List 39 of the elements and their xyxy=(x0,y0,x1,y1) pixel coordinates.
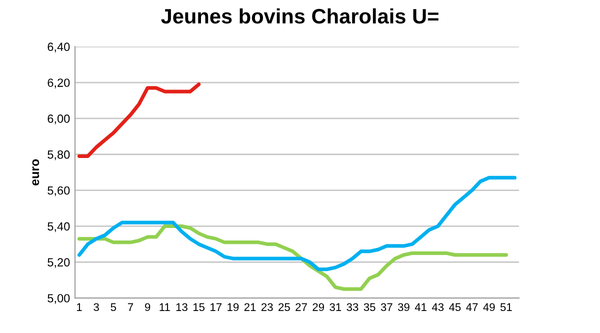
x-tick-label: 23 xyxy=(261,303,273,312)
x-tick-label: 47 xyxy=(466,303,478,311)
x-tick-label: 5 xyxy=(110,303,116,312)
y-tick-label: 5,40 xyxy=(48,222,70,232)
y-tick-label: 6,40 xyxy=(48,42,70,52)
x-tick-label: 31 xyxy=(330,303,342,312)
x-tick-label: 21 xyxy=(244,303,256,311)
y-tick-label: 5,20 xyxy=(48,258,70,268)
chart-title: Jeunes bovins Charolais U= xyxy=(161,8,438,24)
x-tick-label: 19 xyxy=(228,303,239,312)
x-tick-label: 39 xyxy=(398,303,410,312)
x-tick-label: 43 xyxy=(432,303,444,312)
x-tick-label: 51 xyxy=(500,303,512,312)
x-tick-label: 49 xyxy=(483,303,495,312)
x-tick-label: 29 xyxy=(312,303,324,312)
y-axis-title: euro xyxy=(32,159,40,186)
x-tick-label: 1 xyxy=(77,303,82,311)
x-tick-label: 25 xyxy=(278,303,290,312)
line-series xyxy=(77,176,517,272)
x-tick-label: 33 xyxy=(346,303,358,312)
x-tick-label: 27 xyxy=(296,303,307,311)
x-tick-label: 11 xyxy=(160,303,170,311)
x-tick-label: 37 xyxy=(380,303,392,312)
y-tick-label: 6,20 xyxy=(48,78,70,88)
x-tick-label: 9 xyxy=(145,303,150,312)
x-tick-label: 7 xyxy=(128,303,134,311)
y-tick-label: 5,60 xyxy=(48,186,70,196)
y-tick-label: 6,00 xyxy=(48,114,70,124)
line-series xyxy=(77,82,201,158)
y-tick-label: 5,00 xyxy=(48,294,70,304)
x-tick-label: 17 xyxy=(210,303,222,311)
x-tick-label: 41 xyxy=(414,303,426,311)
x-tick-label: 35 xyxy=(364,303,376,312)
x-tick-label: 45 xyxy=(449,303,461,312)
x-tick-label: 13 xyxy=(176,303,188,312)
y-tick-label: 5,80 xyxy=(48,150,70,160)
x-tick-label: 3 xyxy=(94,303,99,312)
x-tick-label: 15 xyxy=(193,303,205,312)
line-series xyxy=(77,224,508,291)
